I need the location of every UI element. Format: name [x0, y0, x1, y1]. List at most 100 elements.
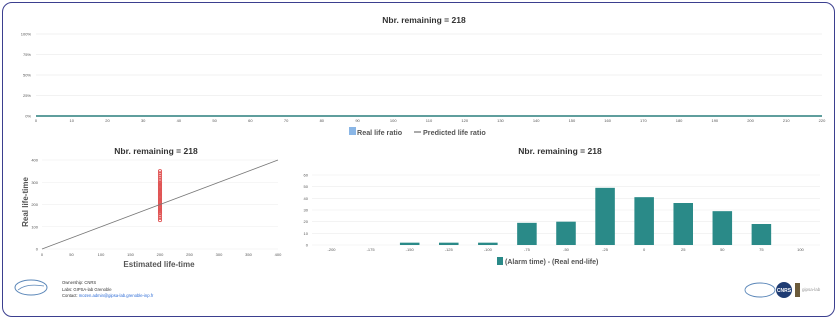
- hist-xtick-label: -125: [445, 247, 454, 252]
- reference-line: [41, 159, 279, 250]
- legend-swatch-real-life-ratio: [349, 127, 356, 135]
- scatter-xtick-label: 350: [245, 252, 252, 257]
- hist-xtick-label: -75: [524, 247, 531, 252]
- scatter-point: [157, 171, 163, 176]
- scatter-xtick-label: 200: [157, 252, 164, 257]
- footer-labs: Labs: GIPSA-lab Grenoble: [62, 286, 112, 292]
- scatter-point: [157, 218, 163, 223]
- hist-ytick-label: 40: [304, 196, 309, 201]
- cnrs-logo: [776, 282, 792, 298]
- svg-text:CNRS: CNRS: [777, 288, 792, 294]
- top-xtick-label: 160: [604, 118, 611, 123]
- hist-bar: [673, 203, 693, 245]
- scatter-xtick-label: 0: [41, 252, 44, 257]
- hist-legend-label: (Alarm time) - (Real end-life): [505, 259, 598, 266]
- top-xtick-label: 170: [640, 118, 647, 123]
- hist-bar: [595, 187, 615, 245]
- hist-xtick-label: -25: [602, 247, 609, 252]
- hist-xtick-label: -175: [367, 247, 376, 252]
- hist-xtick-label: -200: [328, 247, 337, 252]
- top-xtick-label: 40: [177, 118, 182, 123]
- alarm-histogram-chart: Nbr. remaining = 218 0 10 20 30 40 50 60 -200 -1…: [304, 146, 820, 266]
- hist-xtick-label: -50: [563, 247, 570, 252]
- scatter-xtick-label: 100: [98, 252, 105, 257]
- top-xtick-label: 80: [320, 118, 325, 123]
- top-xtick-label: 120: [461, 118, 468, 123]
- top-legend: Real life ratio Predicted life ratio: [349, 127, 486, 137]
- top-xtick-label: 70: [284, 118, 289, 123]
- hist-bar: [517, 222, 537, 245]
- scatter-xtick-label: 400: [275, 252, 282, 257]
- hist-chart-title: Nbr. remaining = 218: [518, 146, 602, 156]
- top-xtick-label: 30: [141, 118, 146, 123]
- top-xtick-label: 140: [533, 118, 540, 123]
- hist-xtick-label: -100: [484, 247, 493, 252]
- scatter-xtick-label: 50: [69, 252, 74, 257]
- top-xtick-label: 110: [426, 118, 433, 123]
- hist-legend-swatch: [497, 257, 503, 265]
- scatter-point: [157, 173, 163, 178]
- contact-prefix: Contact:: [62, 293, 79, 298]
- partner-logos: CNRS gipsa-lab: [744, 282, 821, 298]
- top-xtick-label: 130: [497, 118, 504, 123]
- lifetime-scatter-chart: Nbr. remaining = 218 0 100 200 300 400 0 50 100…: [21, 146, 282, 269]
- mozen-logo: [14, 279, 48, 296]
- scatter-ytick-label: 300: [31, 180, 38, 185]
- scatter-point: [157, 215, 163, 220]
- top-xtick-label: 10: [70, 118, 75, 123]
- hist-xtick-label: 100: [797, 247, 804, 252]
- top-chart-title: Nbr. remaining = 218: [382, 15, 466, 25]
- hist-bar: [712, 211, 733, 245]
- hist-ytick-label: 50: [304, 184, 309, 189]
- footer-contact: Contact: mozen.admin@gipsa-lab.grenoble-…: [62, 293, 153, 300]
- scatter-ytick-label: 400: [31, 158, 38, 163]
- top-xtick-label: 60: [248, 118, 253, 123]
- top-ytick-label: 50%: [23, 73, 31, 78]
- legend-label-predicted-life-ratio: Predicted life ratio: [423, 128, 486, 137]
- scatter-ytick-label: 200: [31, 202, 38, 207]
- top-xtick-label: 50: [212, 118, 217, 123]
- hist-ytick-label: 30: [304, 208, 309, 213]
- life-ratio-chart: Nbr. remaining = 218 0% 25% 50% 75% 100% 0 10…: [21, 15, 826, 137]
- gipsa-logo-text: gipsa-lab: [802, 287, 821, 292]
- top-xtick-label: 220: [819, 118, 826, 123]
- hist-xtick-label: 0: [643, 247, 646, 252]
- hist-bar: [634, 197, 654, 245]
- hist-ytick-label: 20: [304, 219, 309, 224]
- mozen-logo-small: [744, 282, 776, 298]
- top-xtick-label: 210: [783, 118, 790, 123]
- scatter-xtick-label: 150: [127, 252, 134, 257]
- top-xtick-label: 0: [35, 118, 38, 123]
- scatter-point: [157, 177, 163, 183]
- footer-ownership: Ownership: CNRS: [62, 280, 97, 285]
- top-xtick-label: 90: [355, 118, 360, 123]
- hist-bar: [556, 221, 576, 245]
- scatter-chart-title: Nbr. remaining = 218: [114, 146, 198, 156]
- hist-ytick-label: 60: [304, 173, 309, 178]
- hist-xtick-label: 25: [681, 247, 686, 252]
- hist-ytick-label: 0: [306, 243, 309, 248]
- top-ytick-label: 25%: [23, 93, 31, 98]
- top-xtick-label: 150: [569, 118, 576, 123]
- scatter-point: [157, 180, 163, 185]
- hist-bar: [751, 224, 772, 245]
- hist-bar: [399, 242, 420, 245]
- top-xtick-label: 180: [676, 118, 683, 123]
- legend-label-real-life-ratio: Real life ratio: [357, 128, 403, 137]
- top-xtick-label: 190: [711, 118, 718, 123]
- scatter-xlabel: Estimated life-time: [123, 260, 195, 269]
- contact-email-link[interactable]: mozen.admin@gipsa-lab.grenoble-inp.fr: [78, 293, 154, 298]
- hist-xtick-label: 50: [720, 247, 725, 252]
- top-xtick-label: 20: [105, 118, 110, 123]
- scatter-point: [157, 175, 163, 180]
- scatter-ylabel: Real life-time: [21, 177, 30, 227]
- scatter-point: [157, 169, 163, 174]
- hist-xtick-label: -150: [406, 247, 415, 252]
- gipsa-logo-mark: [795, 283, 800, 297]
- top-xtick-label: 100: [390, 118, 397, 123]
- scatter-ytick-label: 0: [36, 247, 39, 252]
- scatter-xtick-label: 250: [186, 252, 193, 257]
- hist-xtick-label: 75: [759, 247, 764, 252]
- top-ytick-label: 100%: [21, 32, 32, 37]
- top-ytick-label: 75%: [23, 52, 31, 57]
